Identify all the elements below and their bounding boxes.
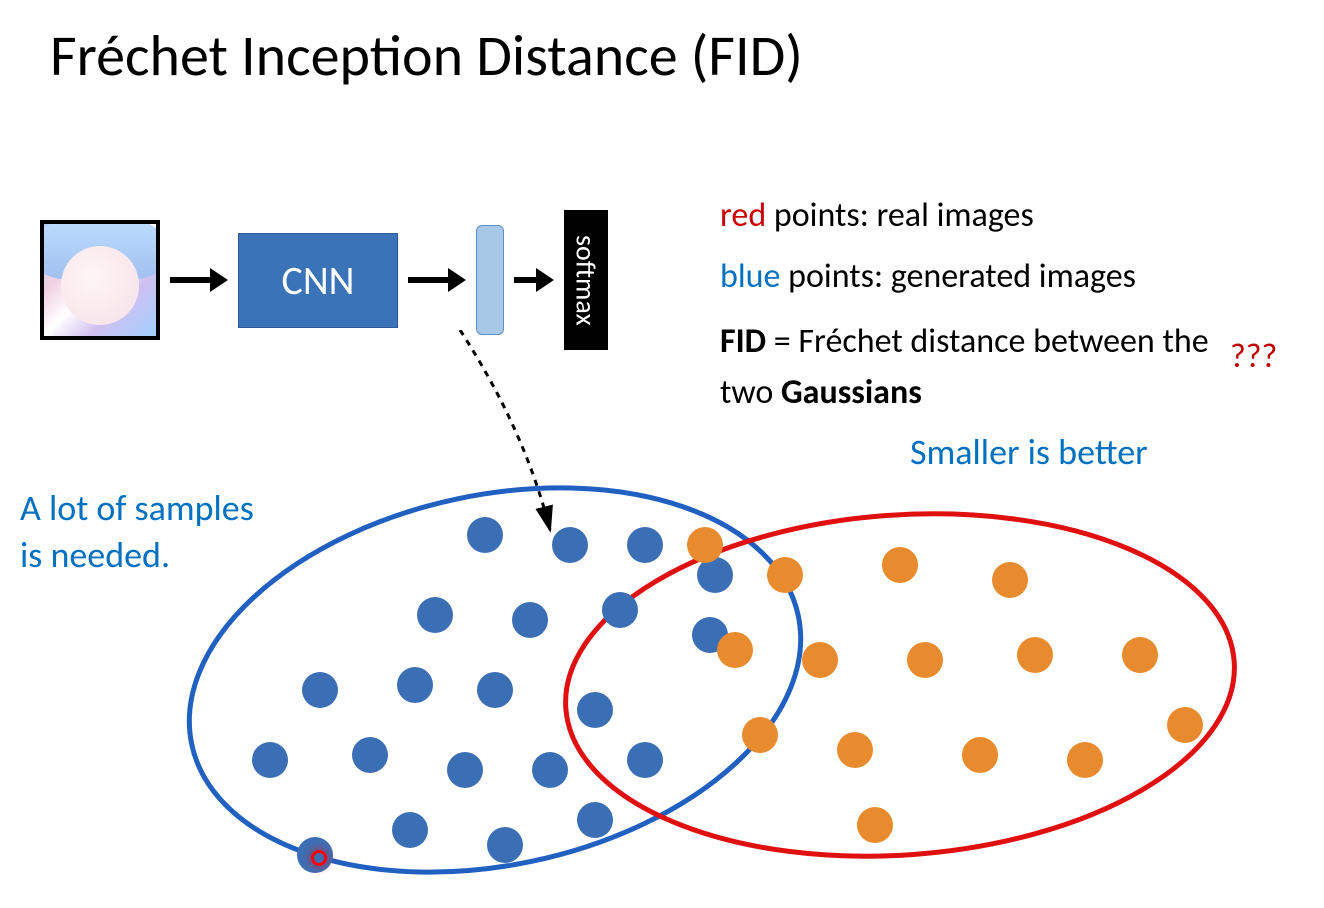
blue-label: blue	[720, 256, 780, 297]
orange-dot	[1017, 637, 1053, 673]
orange-dot	[1067, 742, 1103, 778]
orange-dot	[882, 547, 918, 583]
arrow-icon	[514, 268, 554, 292]
orange-dot	[837, 732, 873, 768]
question-annotation: ???	[1230, 336, 1277, 377]
orange-dot	[1167, 707, 1203, 743]
orange-dot	[857, 807, 893, 843]
blue-dot	[252, 742, 288, 778]
blue-dot	[447, 752, 483, 788]
orange-dot	[802, 642, 838, 678]
orange-dot	[992, 562, 1028, 598]
blue-dot	[477, 672, 513, 708]
arrow-icon	[170, 268, 228, 292]
cnn-block: CNN	[238, 233, 398, 328]
orange-dot	[717, 632, 753, 668]
blue-dot	[467, 517, 503, 553]
orange-dot	[1122, 637, 1158, 673]
softmax-block: softmax	[564, 210, 608, 350]
blue-dot	[392, 812, 428, 848]
blue-dot	[627, 527, 663, 563]
orange-dot	[962, 737, 998, 773]
legend-block: red points: real images blue points: gen…	[720, 190, 1240, 428]
pipeline-diagram: CNN softmax	[40, 210, 608, 350]
orange-dot	[687, 527, 723, 563]
blue-dot	[602, 592, 638, 628]
blue-dot	[512, 602, 548, 638]
red-rest: points: real images	[766, 195, 1034, 236]
blue-dot	[352, 737, 388, 773]
red-label: red	[720, 195, 766, 236]
arrow-icon	[408, 268, 466, 292]
ellipses-svg	[180, 460, 1240, 900]
blue-dot	[577, 802, 613, 838]
legend-fid-line: FID = Fréchet distance between the two G…	[720, 316, 1240, 418]
blue-dot	[397, 667, 433, 703]
feature-vector	[476, 225, 504, 335]
blue-dot	[417, 597, 453, 633]
blue-dot	[487, 827, 523, 863]
scatter-plot	[180, 460, 1240, 900]
orange-dot	[767, 557, 803, 593]
gaussians-bold: Gaussians	[781, 372, 922, 413]
legend-red-line: red points: real images	[720, 190, 1240, 241]
slide-title: Fréchet Inception Distance (FID)	[50, 20, 803, 91]
legend-blue-line: blue points: generated images	[720, 251, 1240, 302]
fid-bold: FID	[720, 321, 766, 362]
blue-dot	[552, 527, 588, 563]
laser-pointer-icon	[311, 850, 327, 866]
blue-dot	[532, 752, 568, 788]
blue-dot	[577, 692, 613, 728]
blue-dot	[627, 742, 663, 778]
orange-dot	[907, 642, 943, 678]
blue-dot	[302, 672, 338, 708]
blue-rest: points: generated images	[780, 256, 1136, 297]
input-image	[40, 220, 160, 340]
orange-dot	[742, 717, 778, 753]
